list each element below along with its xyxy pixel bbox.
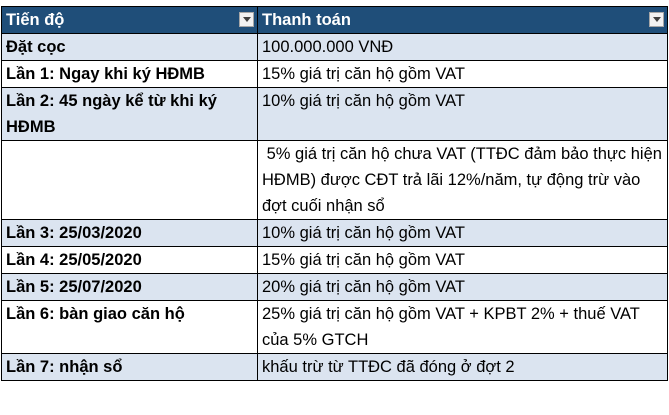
payment-cell[interactable]: 20% giá trị căn hộ gồm VAT	[257, 273, 668, 301]
stage-cell[interactable]: Lần 7: nhận sổ	[1, 353, 258, 381]
stage-cell[interactable]: Đặt cọc	[1, 33, 258, 61]
table-row: Lần 3: 25/03/2020 10% giá trị căn hộ gồm…	[1, 219, 668, 247]
stage-cell[interactable]: Lần 6: bàn giao căn hộ	[1, 300, 258, 354]
table-row: Lần 7: nhận sổ khấu trừ từ TTĐC đã đóng …	[1, 353, 668, 381]
table-row: Lần 4: 25/05/2020 15% giá trị căn hộ gồm…	[1, 246, 668, 274]
filter-dropdown-icon[interactable]	[239, 12, 254, 27]
payment-schedule-table: Tiến độ Thanh toán Đặt cọc 100.000.000 V…	[1, 6, 668, 381]
stage-cell[interactable]: Lần 1: Ngay khi ký HĐMB	[1, 60, 258, 88]
table-row: Lần 1: Ngay khi ký HĐMB 15% giá trị căn …	[1, 60, 668, 88]
stage-cell[interactable]	[1, 140, 258, 220]
payment-cell[interactable]: 15% giá trị căn hộ gồm VAT	[257, 246, 668, 274]
stage-cell[interactable]: Lần 5: 25/07/2020	[1, 273, 258, 301]
payment-cell[interactable]: 10% giá trị căn hộ gồm VAT	[257, 87, 668, 141]
stage-cell[interactable]: Lần 2: 45 ngày kể từ khi ký HĐMB	[1, 87, 258, 141]
table-row: Lần 2: 45 ngày kể từ khi ký HĐMB 10% giá…	[1, 87, 668, 141]
header-row: Tiến độ Thanh toán	[1, 6, 668, 34]
payment-cell[interactable]: 15% giá trị căn hộ gồm VAT	[257, 60, 668, 88]
table-row: Lần 6: bàn giao căn hộ 25% giá trị căn h…	[1, 300, 668, 354]
payment-cell[interactable]: 5% giá trị căn hộ chưa VAT (TTĐC đảm bảo…	[257, 140, 668, 220]
table-row: 5% giá trị căn hộ chưa VAT (TTĐC đảm bảo…	[1, 140, 668, 220]
header-stage-label: Tiến độ	[6, 11, 65, 29]
header-stage[interactable]: Tiến độ	[1, 6, 258, 34]
header-payment-label: Thanh toán	[262, 11, 351, 29]
table-row: Đặt cọc 100.000.000 VNĐ	[1, 33, 668, 61]
payment-cell[interactable]: 100.000.000 VNĐ	[257, 33, 668, 61]
filter-dropdown-icon[interactable]	[649, 12, 664, 27]
payment-cell[interactable]: 10% giá trị căn hộ gồm VAT	[257, 219, 668, 247]
payment-cell[interactable]: 25% giá trị căn hộ gồm VAT + KPBT 2% + t…	[257, 300, 668, 354]
payment-cell[interactable]: khấu trừ từ TTĐC đã đóng ở đợt 2	[257, 353, 668, 381]
table-row: Lần 5: 25/07/2020 20% giá trị căn hộ gồm…	[1, 273, 668, 301]
stage-cell[interactable]: Lần 3: 25/03/2020	[1, 219, 258, 247]
header-payment[interactable]: Thanh toán	[257, 6, 668, 34]
stage-cell[interactable]: Lần 4: 25/05/2020	[1, 246, 258, 274]
